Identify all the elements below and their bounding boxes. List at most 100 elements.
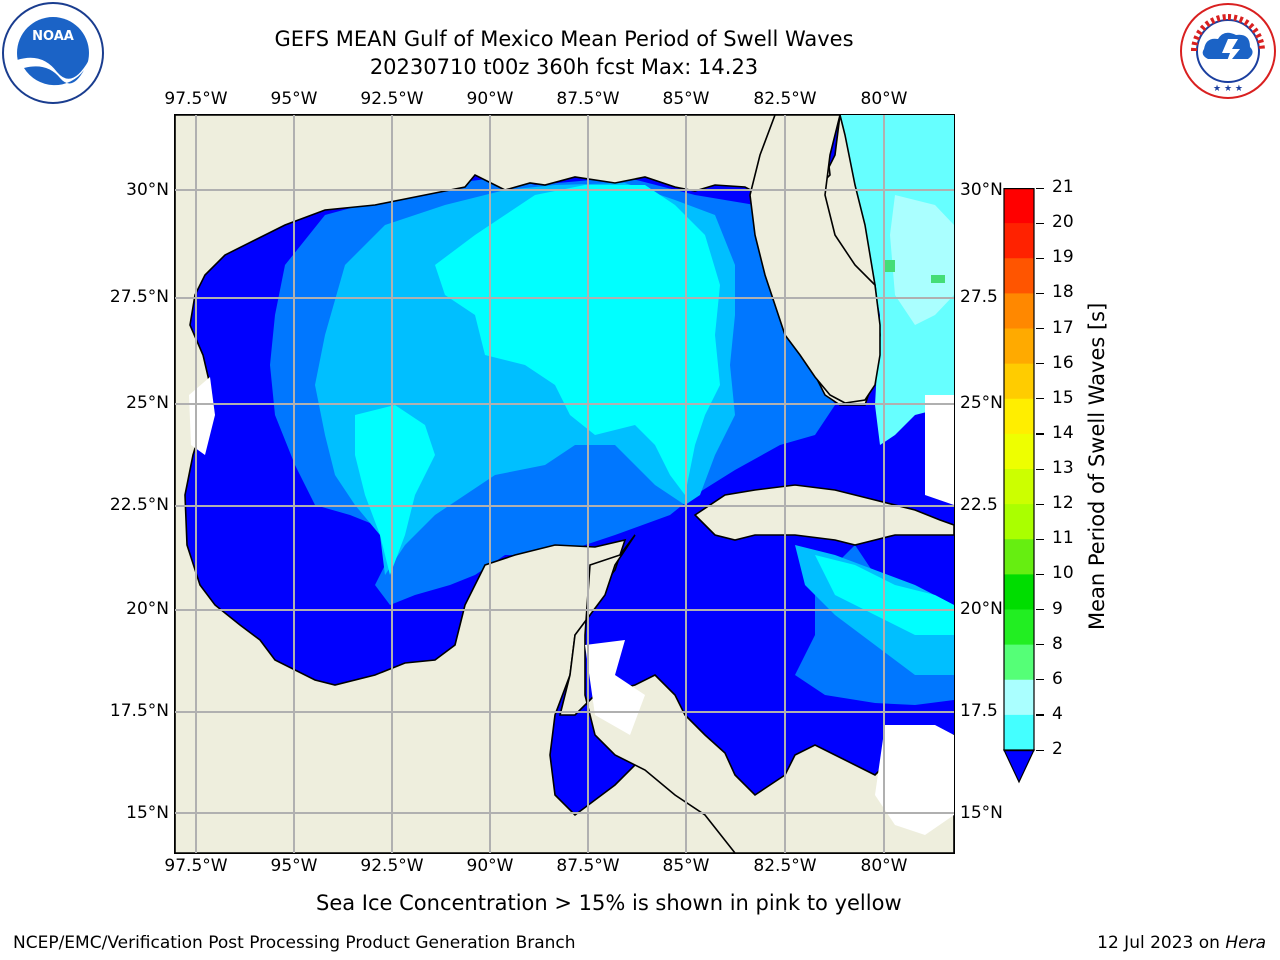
colorbar-segment	[1004, 679, 1034, 716]
colorbar-tick-label: 21	[1052, 177, 1074, 197]
lat-tick-right: 25°N	[960, 393, 1003, 413]
lat-tick-right: 22.5	[960, 495, 998, 515]
colorbar-tick-label: 14	[1052, 422, 1074, 443]
colorbar-tick-mark	[1036, 749, 1044, 751]
colorbar-tick-label: 16	[1052, 352, 1074, 373]
footer-right: 12 Jul 2023 on Hera	[1097, 933, 1266, 953]
contour-10-11s-patch-1	[885, 260, 895, 272]
lon-tick-top: 85°W	[662, 89, 710, 109]
colorbar-tick-label: 10	[1052, 563, 1074, 584]
colorbar-segment	[1004, 188, 1034, 224]
colorbar-swatches	[1003, 188, 1035, 784]
colorbar-tick-mark	[1036, 363, 1044, 365]
colorbar	[1002, 188, 1036, 784]
colorbar-tick-mark	[1036, 609, 1044, 611]
colorbar-segment	[1004, 398, 1034, 435]
lat-tick-left: 20°N	[126, 599, 169, 619]
lon-tick-top: 87.5°W	[556, 89, 620, 109]
lat-tick-right: 30°N	[960, 180, 1003, 200]
colorbar-tick-label: 9	[1052, 598, 1063, 619]
colorbar-tick-mark	[1036, 187, 1044, 189]
colorbar-border	[1003, 188, 1035, 752]
map-plot-area	[175, 115, 954, 853]
footer-date: 12 Jul 2023 on	[1097, 933, 1226, 953]
colorbar-label: Mean Period of Swell Waves [s]	[1085, 302, 1109, 630]
lat-tick-right: 17.5	[960, 701, 998, 721]
land	[175, 115, 954, 853]
contour-6-8s	[435, 185, 720, 495]
lon-tick-bottom: 85°W	[662, 856, 710, 876]
colorbar-tick-label: 17	[1052, 317, 1074, 338]
lon-tick-bottom: 95°W	[270, 856, 318, 876]
lon-tick-bottom: 80°W	[860, 856, 908, 876]
lat-tick-left: 30°N	[126, 180, 169, 200]
lon-tick-top: 92.5°W	[360, 89, 424, 109]
lon-tick-bottom: 87.5°W	[556, 856, 620, 876]
lat-tick-right: 27.5	[960, 287, 998, 307]
lat-tick-left: 17.5°N	[109, 701, 169, 721]
colorbar-tick-label: 18	[1052, 282, 1074, 303]
colorbar-tick-mark	[1036, 468, 1044, 470]
colorbar-tick-label: 6	[1052, 668, 1063, 689]
colorbar-segment	[1004, 223, 1034, 259]
colorbar-tick-mark	[1036, 538, 1044, 540]
colorbar-tick-mark	[1036, 503, 1044, 505]
lat-tick-right: 15°N	[960, 803, 1003, 823]
colorbar-segment	[1004, 644, 1034, 681]
lat-tick-left: 22.5°N	[109, 495, 169, 515]
colorbar-segment	[1004, 714, 1034, 751]
colorbar-tick-label: 19	[1052, 247, 1074, 268]
colorbar-tick-mark	[1036, 714, 1044, 716]
footer-left: NCEP/EMC/Verification Post Processing Pr…	[13, 933, 576, 953]
lat-tick-left: 27.5°N	[109, 287, 169, 307]
colorbar-tick-label: 15	[1052, 387, 1074, 408]
colorbar-tick-label: 2	[1052, 739, 1063, 759]
colorbar-tick-mark	[1036, 328, 1044, 330]
lon-tick-top: 80°W	[860, 89, 908, 109]
colorbar-tick-mark	[1036, 222, 1044, 224]
colorbar-segment	[1004, 469, 1034, 505]
chart-subtitle: 20230710 t00z 360h fcst Max: 14.23	[369, 55, 759, 79]
colorbar-tick-mark	[1036, 292, 1044, 295]
lon-tick-top: 95°W	[270, 89, 318, 109]
lat-tick-left: 15°N	[126, 803, 169, 823]
lon-tick-bottom: 82.5°W	[753, 856, 817, 876]
no-data-east-south	[875, 725, 954, 835]
colorbar-segment	[1004, 433, 1034, 470]
colorbar-segment	[1004, 504, 1034, 540]
lat-tick-right: 20°N	[960, 599, 1003, 619]
lat-tick-left: 25°N	[126, 393, 169, 413]
map-border	[174, 114, 955, 854]
contour-9-10s-atlantic	[890, 195, 954, 325]
sea-ice-note: Sea Ice Concentration > 15% is shown in …	[316, 891, 902, 915]
colorbar-tick-label: 20	[1052, 212, 1074, 233]
svg-text:★ ★ ★: ★ ★ ★	[1213, 84, 1243, 94]
colorbar-tick-mark	[1036, 433, 1044, 435]
land-florida	[749, 115, 881, 404]
land-cuba	[693, 484, 954, 546]
colorbar-tick-mark	[1036, 679, 1044, 681]
lon-tick-top: 82.5°W	[753, 89, 817, 109]
colorbar-segment	[1004, 574, 1034, 610]
colorbar-tick-label: 12	[1052, 493, 1074, 514]
colorbar-segment	[1004, 258, 1034, 294]
lon-tick-bottom: 90°W	[466, 856, 514, 876]
colorbar-tick-label: 11	[1052, 528, 1074, 549]
gridlines	[175, 115, 954, 853]
lon-tick-bottom: 92.5°W	[360, 856, 424, 876]
colorbar-tick-mark	[1036, 644, 1044, 646]
no-data-east-edge	[925, 395, 954, 505]
swell-period-map	[175, 115, 954, 853]
colorbar-tick-mark	[1036, 398, 1044, 400]
chart-title: GEFS MEAN Gulf of Mexico Mean Period of …	[274, 27, 854, 51]
colorbar-segment	[1004, 363, 1034, 400]
colorbar-tick-label: 8	[1052, 633, 1063, 654]
land-yucatan	[558, 534, 954, 853]
nws-logo-icon: ★ ★ ★	[1180, 3, 1276, 99]
footer-host: Hera	[1225, 933, 1266, 953]
colorbar-tick-label: 4	[1052, 703, 1063, 724]
contour-10-11s-patch-2	[931, 275, 945, 283]
lon-tick-bottom: 97.5°W	[164, 856, 228, 876]
noaa-logo-icon: NOAA	[2, 2, 104, 104]
colorbar-segment	[1004, 539, 1034, 575]
